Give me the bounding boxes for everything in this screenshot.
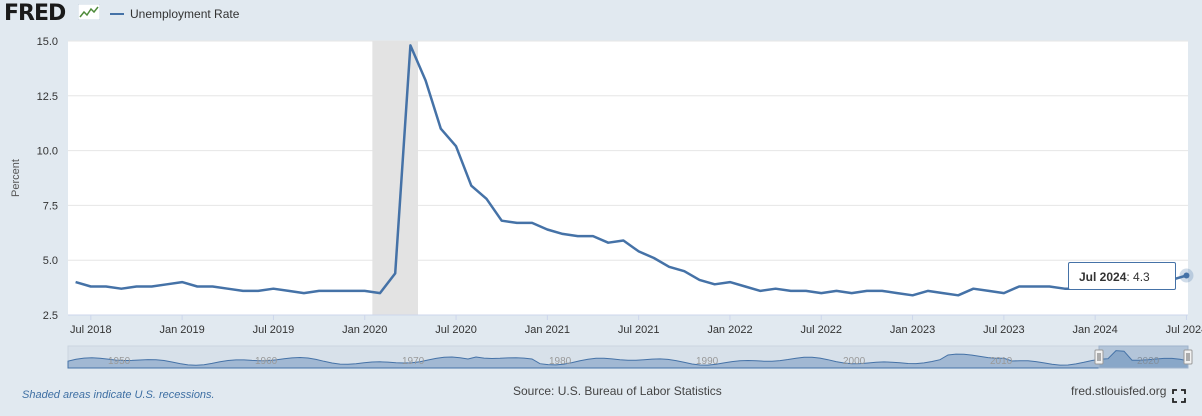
y-tick-label: 7.5 [43, 200, 58, 212]
y-axis-label: Percent [10, 159, 22, 197]
y-tick-label: 15.0 [37, 36, 58, 48]
legend-swatch [110, 13, 124, 15]
x-tick-label: Jul 2022 [800, 324, 842, 336]
x-tick-label: Jan 2019 [159, 324, 204, 336]
line-chart[interactable]: 2.5 5.0 7.5 10.0 12.5 15.0 Jul 2018 Jan 2019 Ju… [0, 0, 1202, 380]
navigator-year-label: 2000 [843, 356, 866, 367]
data-tooltip: Jul 2024: 4.3 [1068, 262, 1176, 290]
x-tick-label: Jul 2018 [70, 324, 112, 336]
source-text: Source: U.S. Bureau of Labor Statistics [513, 384, 722, 398]
navigator-series [67, 350, 1189, 369]
tooltip-value: 4.3 [1133, 270, 1150, 284]
navigator-year-label: 1990 [696, 356, 719, 367]
fred-url-link[interactable]: fred.stlouisfed.org [1071, 384, 1167, 398]
y-tick-label: 2.5 [43, 310, 58, 322]
series-line-unemployment-rate[interactable] [75, 44, 1187, 297]
y-tick-label: 10.0 [37, 146, 58, 158]
x-tick-label: Jul 2019 [253, 324, 295, 336]
navigator-handle[interactable] [1183, 349, 1193, 365]
data-point-highlight[interactable] [1183, 272, 1190, 279]
x-tick-label: Jan 2021 [525, 324, 570, 336]
navigator-year-label: 1970 [402, 356, 425, 367]
y-tick-label: 12.5 [37, 91, 58, 103]
legend-label: Unemployment Rate [130, 7, 240, 21]
x-tick-label: Jul 2024 [1166, 324, 1202, 336]
x-tick-label: Jan 2020 [342, 324, 387, 336]
navigator-year-label: 2020 [1137, 356, 1160, 367]
navigator-year-label: 2010 [990, 356, 1013, 367]
navigator-year-label: 1980 [549, 356, 572, 367]
fullscreen-icon[interactable] [1172, 389, 1186, 403]
plot-area [68, 41, 1188, 315]
line-chart-icon [78, 4, 100, 20]
navigator-selection[interactable] [1098, 345, 1189, 369]
navigator-year-label: 1960 [255, 356, 278, 367]
x-tick-label: Jul 2020 [435, 324, 477, 336]
navigator-handle[interactable] [1094, 349, 1104, 365]
x-tick-label: Jan 2023 [890, 324, 935, 336]
y-tick-label: 5.0 [43, 255, 58, 267]
chart-header: FRED Unemployment Rate [0, 0, 1202, 30]
x-tick-label: Jan 2024 [1073, 324, 1118, 336]
recession-note: Shaded areas indicate U.S. recessions. [22, 389, 215, 401]
x-tick-label: Jul 2021 [618, 324, 660, 336]
tooltip-date: Jul 2024 [1079, 270, 1127, 284]
legend[interactable]: Unemployment Rate [110, 7, 239, 21]
navigator-year-label: 1950 [108, 356, 131, 367]
fred-logo[interactable]: FRED [4, 1, 66, 26]
x-tick-label: Jul 2023 [983, 324, 1025, 336]
x-tick-label: Jan 2022 [707, 324, 752, 336]
